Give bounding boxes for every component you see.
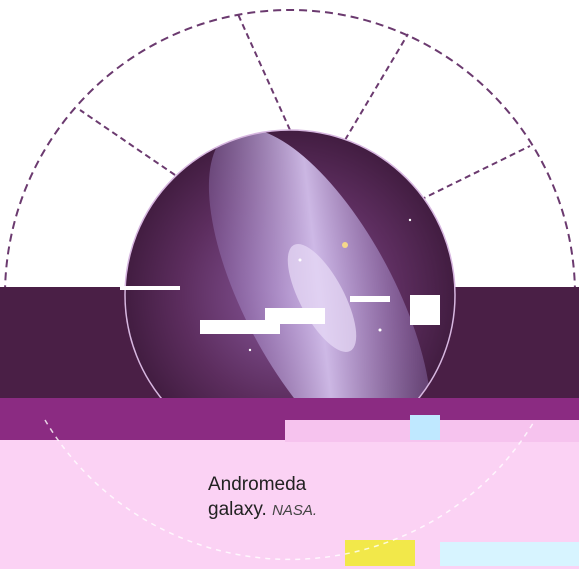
glitch-block xyxy=(120,286,180,290)
glitch-block xyxy=(265,308,325,324)
image-caption: Andromeda galaxy. NASA. xyxy=(208,472,317,523)
yellow-glitch xyxy=(345,540,415,566)
spoke-line xyxy=(79,109,176,176)
glitch-blocks xyxy=(120,286,440,334)
glitch-block xyxy=(410,295,440,325)
spoke-line xyxy=(419,145,531,201)
caption-title-line2: galaxy. xyxy=(208,499,267,520)
spoke-line xyxy=(236,11,291,131)
glitch-block xyxy=(350,296,390,302)
andromeda-galaxy-image xyxy=(125,130,455,460)
lower-ring-arc xyxy=(44,419,536,561)
glitch-block xyxy=(200,320,280,334)
cyan-glitch xyxy=(410,415,440,440)
radial-spokes xyxy=(79,11,531,201)
caption-title-line1: Andromeda xyxy=(208,474,307,495)
light-glitch xyxy=(440,542,579,566)
caption-credit: NASA. xyxy=(272,502,318,519)
spoke-line xyxy=(344,33,409,141)
